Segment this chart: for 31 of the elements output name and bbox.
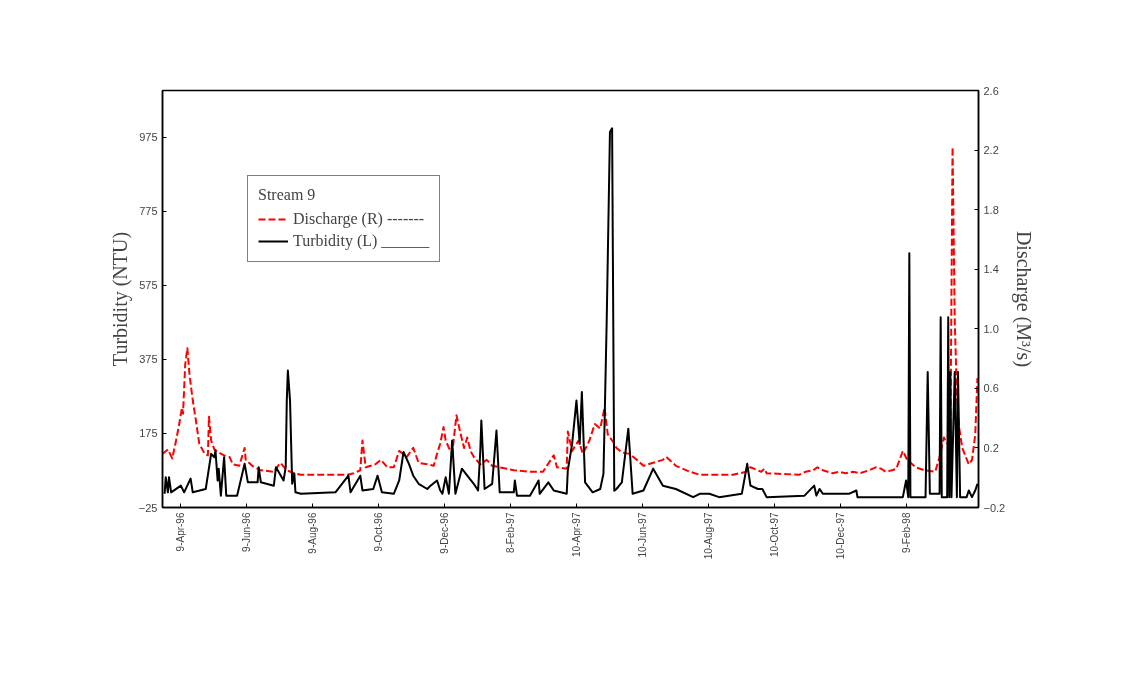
x-tick-label: 10-Aug-97 — [702, 512, 714, 560]
y-tick-label: 575 — [139, 279, 158, 292]
y2-tick-label: 1.8 — [983, 203, 999, 216]
x-tick-label: 10-Dec-97 — [834, 512, 846, 560]
x-tick-label: 9-Apr-96 — [175, 512, 187, 552]
legend-title: Stream 9 — [258, 186, 317, 204]
legend-label: Discharge (R) ------- — [293, 210, 425, 228]
y2-axis-title: Discharge (M³/s) — [1012, 230, 1036, 368]
y-tick-label: 175 — [139, 427, 158, 440]
y2-tick-label: 2.2 — [983, 144, 999, 157]
y2-tick-label: 0.6 — [983, 382, 999, 395]
y2-tick-label: 1.4 — [983, 263, 999, 276]
y2-tick-label: 0.2 — [983, 441, 999, 454]
y2-tick-label: 1.0 — [983, 322, 999, 335]
x-tick-label: 10-Jun-97 — [636, 512, 648, 558]
legend-label: Turbidity (L) ______ — [293, 232, 430, 250]
y2-tick-label: −0.2 — [983, 501, 1006, 514]
x-tick-label: 9-Feb-98 — [900, 512, 912, 554]
y-axis-title: Turbidity (NTU) — [108, 231, 132, 367]
y-tick-label: 775 — [139, 205, 158, 218]
y-tick-label: −25 — [138, 501, 158, 514]
x-tick-label: 10-Apr-97 — [570, 512, 582, 557]
y-tick-label: 975 — [139, 131, 158, 144]
x-tick-label: 9-Jun-96 — [241, 512, 253, 552]
x-tick-label: 9-Oct-96 — [373, 512, 385, 552]
x-tick-label: 9-Dec-96 — [439, 512, 451, 554]
y2-tick-label: 2.6 — [983, 84, 999, 97]
x-tick-label: 8-Feb-97 — [505, 512, 517, 554]
y-tick-label: 375 — [139, 353, 158, 366]
x-tick-label: 10-Oct-97 — [768, 512, 780, 557]
x-tick-label: 9-Aug-96 — [307, 512, 319, 554]
